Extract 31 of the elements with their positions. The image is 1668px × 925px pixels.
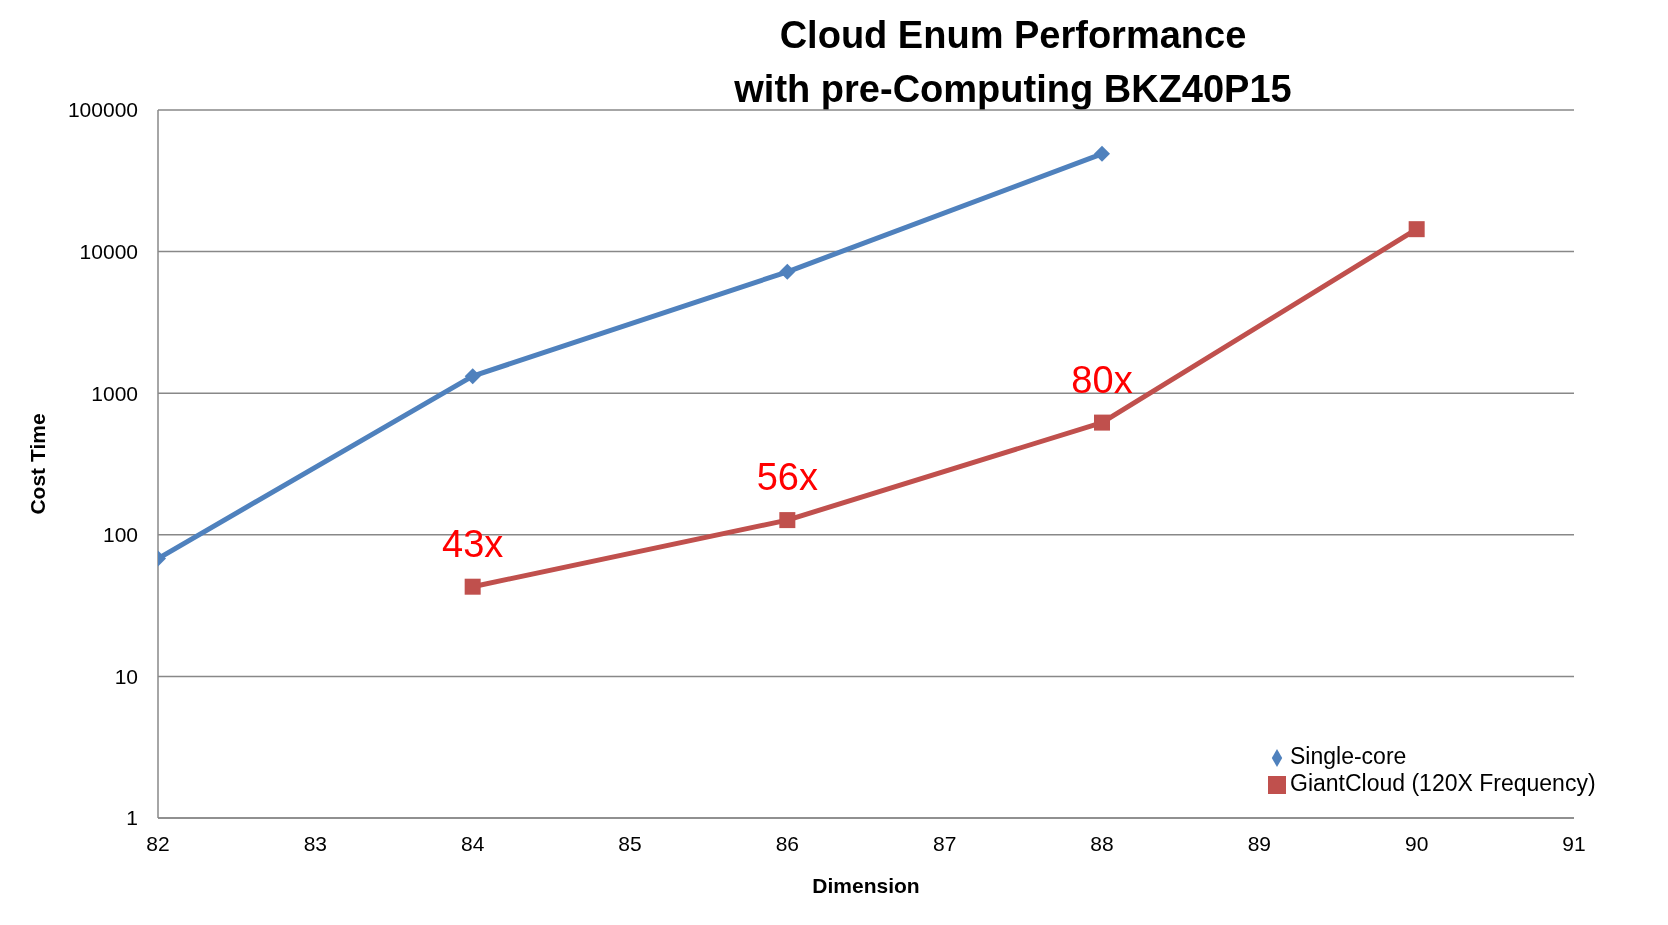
point [464,578,481,595]
legend-label: GiantCloud (120X Frequency) [1290,770,1596,796]
point [1094,414,1110,431]
point [1094,145,1110,162]
y-tick-label: 100 [102,523,138,547]
legend-label: Single-core [1290,743,1407,769]
y-tick-label: 1 [126,806,138,830]
y-tick-label: 10 [114,664,138,688]
annotation: 43x [442,522,504,565]
annotation: 56x [756,456,818,499]
x-tick-label: 88 [1090,831,1114,855]
x-tick-label: 91 [1562,831,1586,855]
x-tick-label: 85 [618,831,642,855]
x-tick-label: 84 [460,831,485,855]
point [779,512,796,529]
y-tick-label: 100000 [67,98,138,122]
annotation: 80x [1071,358,1133,401]
x-tick-label: 87 [932,831,957,855]
point [1408,221,1425,238]
point [779,263,796,280]
chart-title: Cloud Enum Performance with pre-Computing BKZ40P15 [733,13,1293,112]
y-tick-label: 1000 [91,381,138,405]
x-tick-label: 89 [1247,831,1272,855]
x-tick-label: 82 [146,831,170,855]
x-tick-label: 86 [775,831,800,855]
x-axis-title: Dimension [812,874,920,897]
y-tick-label: 10000 [79,240,138,264]
x-tick-label: 83 [303,831,328,855]
y-axis-title: Cost Time [26,413,50,515]
x-tick-label: 90 [1404,831,1429,855]
point [464,368,481,385]
